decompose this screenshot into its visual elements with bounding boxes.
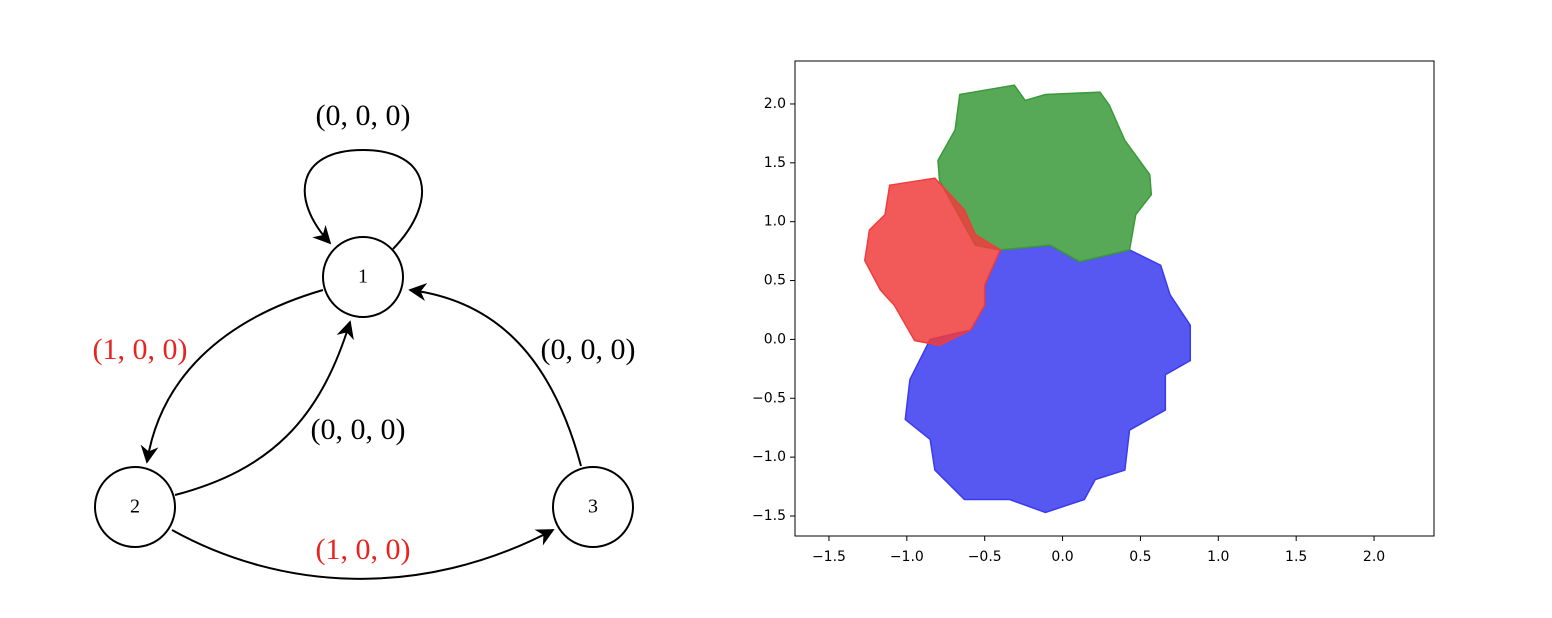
node-label: 1 xyxy=(358,266,368,288)
axes-frame xyxy=(794,60,1435,537)
point-cloud xyxy=(904,244,1192,514)
edge xyxy=(140,289,324,464)
edge xyxy=(303,148,424,250)
y-tick-label: −1.0 xyxy=(752,449,786,465)
state-diagram: 1 2 3 (0, 0, 0) (1, 0, 0) (0, 0, 0) (0, … xyxy=(93,99,636,580)
edge-label: (0, 0, 0) xyxy=(316,99,411,132)
y-tick-label: −0.5 xyxy=(752,390,786,406)
y-tick-label: 1.0 xyxy=(764,214,786,230)
node-label: 2 xyxy=(130,496,140,518)
y-tick-label: 0.0 xyxy=(764,331,786,347)
edge xyxy=(171,529,555,580)
edge xyxy=(174,320,354,496)
x-tick-label: 0.0 xyxy=(1051,549,1073,565)
node xyxy=(322,236,404,318)
node xyxy=(552,466,634,548)
edge-label: (0, 0, 0) xyxy=(541,333,636,366)
x-tick-label: −0.5 xyxy=(968,549,1002,565)
point-cloud xyxy=(863,177,1002,347)
x-tick-label: 2.0 xyxy=(1363,549,1385,565)
x-tick-label: −1.5 xyxy=(812,549,846,565)
x-tick-label: 1.0 xyxy=(1207,549,1229,565)
point-cloud xyxy=(937,84,1153,263)
node-label: 3 xyxy=(588,496,598,518)
x-tick-label: 1.5 xyxy=(1285,549,1307,565)
y-tick-label: 1.5 xyxy=(764,155,786,171)
edge-label: (1, 0, 0) xyxy=(93,333,188,366)
y-tick-label: 0.5 xyxy=(764,273,786,289)
x-tick-label: 0.5 xyxy=(1129,549,1151,565)
y-tick-label: 2.0 xyxy=(764,96,786,112)
edge-label: (1, 0, 0) xyxy=(316,533,411,566)
y-tick-label: −1.5 xyxy=(752,508,786,524)
x-tick-label: −1.0 xyxy=(890,549,924,565)
node xyxy=(94,466,176,548)
edge-label: (0, 0, 0) xyxy=(311,413,406,446)
plot: −1.5 −1.0 −0.5 0.0 0.5 1.0 1.5 2.0 −1.5 −1.0 −0.5 0… xyxy=(752,60,1435,565)
edge xyxy=(408,283,582,467)
